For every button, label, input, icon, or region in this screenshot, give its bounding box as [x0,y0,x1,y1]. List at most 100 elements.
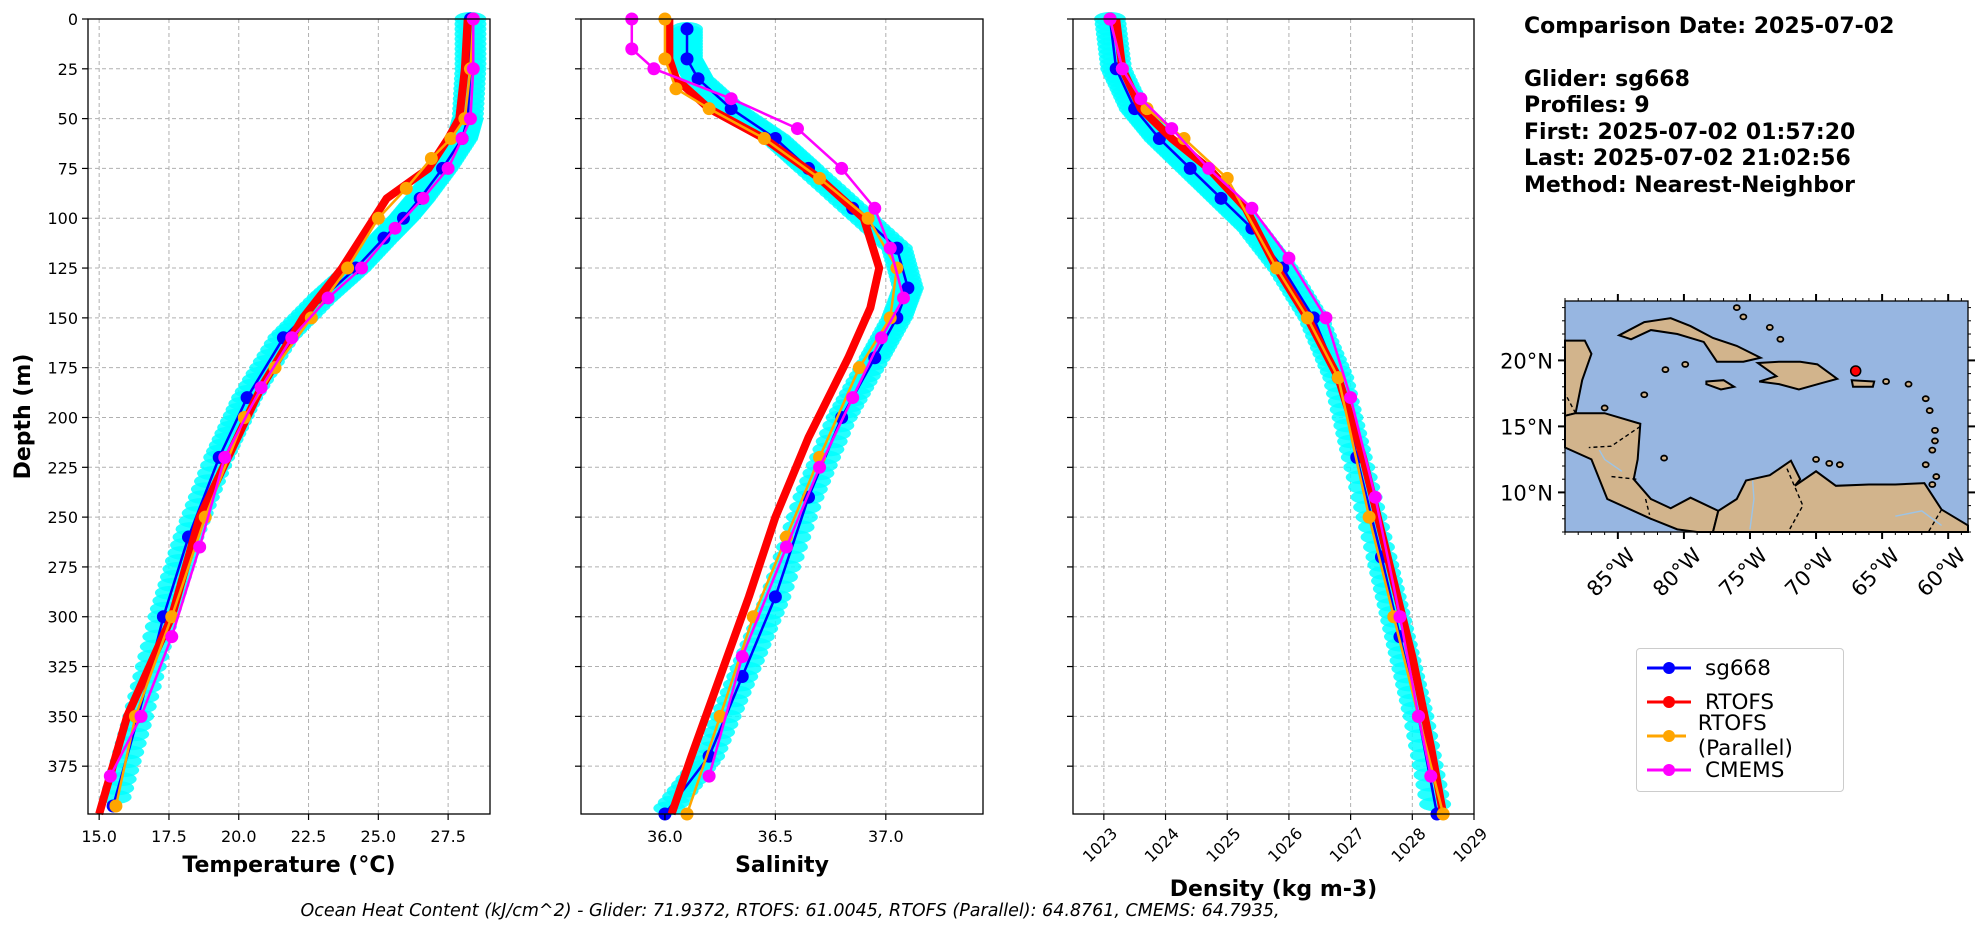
legend: sg668 RTOFS RTOFS (Parallel) CMEMS [1636,648,1844,792]
x-tick-label: 36.5 [758,827,794,846]
series-point [341,261,355,275]
x-tick-label: 36.0 [647,827,683,846]
series-point [1214,191,1228,205]
series-point [790,122,804,136]
x-axis-label: Density (kg m-3) [1170,877,1378,902]
map-lon-label: 80°W [1648,543,1706,601]
series-point [647,62,661,76]
series-point [444,132,458,146]
series-point [1319,311,1333,325]
first-time: First: 2025-07-02 01:57:20 [1524,119,1856,145]
map-lon-label: 70°W [1780,543,1838,601]
series-point [835,161,849,175]
map-border [1786,468,1804,530]
y-tick-label: 150 [47,309,78,328]
map-lat-label: 10°N [1500,481,1553,505]
y-tick-label: 250 [47,508,78,527]
x-tick-label: 37.0 [868,827,904,846]
map-river [1598,449,1623,472]
series-line [111,19,472,807]
y-tick-label: 275 [47,558,78,577]
series-point [861,211,875,225]
map-lon-label: 60°W [1912,543,1970,601]
series-point [377,231,391,245]
series-point [868,201,882,215]
series-point [735,670,749,684]
series-point [1368,490,1382,504]
series-point [399,181,413,195]
y-tick-label: 50 [58,110,78,129]
series-point [874,331,888,345]
x-tick-label: 1024 [1141,824,1183,866]
series-point [1202,161,1216,175]
panel-frame [580,18,984,815]
last-time: Last: 2025-07-02 21:02:56 [1524,146,1851,171]
profiles-count: Profiles: 9 [1524,93,1650,118]
panel-frame [1072,18,1475,815]
map-river [1749,480,1755,530]
map-island [1739,313,1748,321]
series-point [852,361,866,375]
series-rtofs [665,19,884,816]
series-point [1362,510,1376,524]
series-point [779,540,793,554]
series-point [103,769,117,783]
map-island [1732,304,1741,312]
map-island [1925,407,1934,414]
x-tick-label: 1025 [1202,824,1244,866]
y-tick-label: 200 [47,408,78,427]
map-island [1932,473,1941,480]
map-island [1921,395,1930,403]
series-point [285,331,299,345]
map-island [1776,335,1785,343]
series-point [625,42,639,56]
map-island [1660,454,1668,462]
series-point [371,211,385,225]
series-point [1411,709,1425,723]
series-sg668 [653,21,924,821]
series-point [134,709,148,723]
map-landmass [1705,379,1737,391]
y-tick-label: 100 [47,209,78,228]
legend-swatch-rtofs-parallel [1647,730,1686,742]
map-island [1931,437,1939,445]
series-point [702,102,716,116]
series-rtofs-parallel- [109,12,480,813]
x-tick-label: 20.0 [221,827,257,846]
legend-swatch-sg668 [1647,662,1691,674]
y-tick-label: 350 [47,707,78,726]
series-point [768,590,782,604]
series-point [702,769,716,783]
series-point [1115,62,1129,76]
x-axis-label: Salinity [735,853,829,878]
method: Method: Nearest-Neighbor [1524,172,1855,198]
legend-label: sg668 [1705,655,1771,681]
series-point [218,450,232,464]
x-tick-label: 1027 [1326,824,1368,866]
series-point [1331,371,1345,385]
series-point [735,650,749,664]
panel-3: 1023 1024 1025 1026 1027 1028 1029 Density (kg … [1067,12,1491,902]
map-frame [1564,300,1969,533]
glider-location-marker [1849,365,1862,377]
map-island [1835,461,1844,469]
series-point [455,132,469,146]
x-tick-label: 27.5 [430,827,466,846]
series-sg668 [1094,12,1452,821]
series-point [757,132,771,146]
series-point [321,291,335,305]
y-tick-label: 25 [58,60,78,79]
series-point [846,391,860,405]
x-tick-label: 1029 [1449,824,1491,866]
series-point [441,161,455,175]
series-point [813,171,827,185]
series-point [193,540,207,554]
map-border [1644,498,1651,516]
series-point [1393,610,1407,624]
map-river [1895,510,1942,526]
series-point [424,151,438,165]
map-border [1588,425,1641,449]
legend-item-sg668: sg668 [1645,653,1771,683]
series-point [1177,132,1191,146]
